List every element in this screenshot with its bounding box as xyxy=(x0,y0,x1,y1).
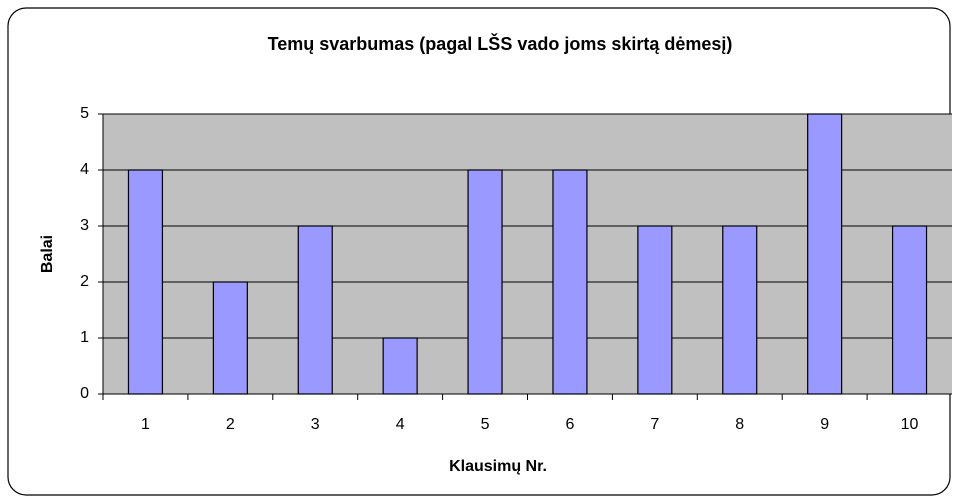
bar xyxy=(297,225,333,395)
y-tick-label: 3 xyxy=(80,217,89,234)
bar xyxy=(891,225,928,395)
x-tick-label: 1 xyxy=(141,416,150,433)
y-tick-label: 1 xyxy=(80,329,89,346)
x-tick-label: 5 xyxy=(481,416,490,433)
y-tick-label: 2 xyxy=(80,273,89,290)
x-tick-label: 6 xyxy=(565,416,574,433)
bar xyxy=(722,225,758,395)
bar xyxy=(807,113,843,395)
x-tick-label: 10 xyxy=(901,416,919,433)
y-tick-label: 4 xyxy=(80,161,89,178)
bar xyxy=(127,169,164,395)
y-axis-label: Balai xyxy=(39,235,56,273)
x-tick-label: 9 xyxy=(820,416,829,433)
bar xyxy=(637,225,673,395)
bar xyxy=(467,169,503,395)
x-tick-label: 3 xyxy=(311,416,320,433)
x-tick-label: 2 xyxy=(226,416,235,433)
y-tick-label: 5 xyxy=(80,105,89,122)
y-tick-label: 0 xyxy=(80,385,89,402)
bar xyxy=(382,337,418,395)
x-tick-label: 8 xyxy=(735,416,744,433)
x-axis-label: Klausimų Nr. xyxy=(449,458,547,475)
chart-title: Temų svarbumas (pagal LŠS vado joms skir… xyxy=(268,33,733,54)
bar xyxy=(552,169,588,395)
x-tick-label: 7 xyxy=(650,416,659,433)
bar xyxy=(212,281,248,395)
x-tick-label: 4 xyxy=(396,416,405,433)
